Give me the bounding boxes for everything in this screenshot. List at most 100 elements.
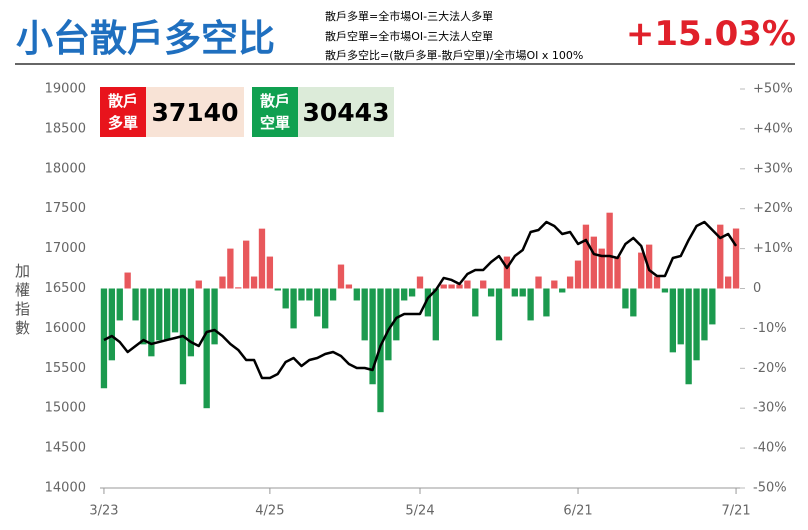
bar <box>148 288 155 357</box>
bar <box>543 288 550 317</box>
bar <box>535 276 542 289</box>
y2-tick-label: -30% <box>753 401 787 416</box>
bar <box>732 228 740 289</box>
bar <box>124 272 131 289</box>
bar <box>622 288 629 309</box>
long-value: 37140 <box>146 87 244 137</box>
bar <box>669 288 676 353</box>
y2-tick-label: -40% <box>753 441 787 456</box>
definition: 散戶多空比=(散戶多單-散戶空單)/全市場OI x 100% <box>325 49 584 62</box>
x-tick-label: 3/23 <box>89 504 118 519</box>
short-value: 30443 <box>298 87 394 137</box>
bar <box>393 288 400 341</box>
bar <box>519 288 526 297</box>
current-ratio: +15.03% <box>625 14 796 54</box>
bar <box>701 288 708 341</box>
bar <box>164 288 171 341</box>
bar <box>156 288 163 341</box>
bar <box>653 276 661 289</box>
bar <box>685 288 692 385</box>
bar <box>314 288 321 317</box>
bar <box>329 288 337 301</box>
bar <box>472 288 479 317</box>
definition: 散戶多單=全市場OI-三大法人多單 <box>325 10 494 23</box>
bar <box>227 248 234 289</box>
y2-tick-label: +30% <box>753 161 793 176</box>
bar <box>211 288 218 345</box>
bar <box>693 288 700 361</box>
y-tick-label: 18000 <box>45 161 86 176</box>
bar <box>369 288 376 385</box>
y-tick-label: 18500 <box>45 121 86 136</box>
x-tick-label: 6/21 <box>563 504 592 519</box>
bar <box>551 280 558 289</box>
bar <box>480 280 487 289</box>
y-tick-label: 14000 <box>45 481 86 496</box>
bar <box>511 288 518 297</box>
y2-tick-label: -50% <box>753 481 787 496</box>
y-tick-label: 15500 <box>45 361 86 376</box>
y-tick-label: 14500 <box>45 441 86 456</box>
bar <box>401 288 408 301</box>
definitions: 散戶多單=全市場OI-三大法人多單 散戶空單=全市場OI-三大法人空單 散戶多空… <box>325 7 583 66</box>
bar <box>353 288 360 301</box>
title: 小台散戶多空比 <box>16 17 275 60</box>
y2-tick-label: +40% <box>753 121 793 136</box>
y-tick-label: 17000 <box>45 241 86 256</box>
y2-tick-label: +10% <box>753 241 793 256</box>
bar <box>724 276 732 289</box>
bar <box>677 288 684 345</box>
bar <box>187 288 195 357</box>
bar <box>574 260 582 289</box>
bar <box>385 288 392 361</box>
bar <box>116 288 123 321</box>
bar <box>487 288 495 297</box>
bar <box>408 288 416 297</box>
bar <box>661 288 669 293</box>
bar <box>306 288 313 301</box>
bar <box>258 228 266 289</box>
long-label: 散戶多單 <box>100 87 146 137</box>
bar <box>559 288 566 293</box>
bar <box>606 212 613 289</box>
y2-tick-label: +50% <box>753 82 793 97</box>
bar <box>416 276 424 289</box>
bar <box>590 236 597 289</box>
x-tick-label: 5/24 <box>405 504 434 519</box>
bar <box>219 276 226 289</box>
bar <box>250 276 258 289</box>
bar <box>614 256 621 289</box>
y-tick-label: 16000 <box>45 321 86 336</box>
y2-tick-label: -10% <box>753 321 787 336</box>
bar <box>195 280 202 289</box>
bar <box>717 224 724 289</box>
bar <box>440 284 447 289</box>
y-axis-label: 加權指數 <box>15 262 31 337</box>
definition: 散戶空單=全市場OI-三大法人空單 <box>325 29 494 43</box>
bar <box>298 288 305 301</box>
bar <box>290 288 297 329</box>
y-tick-label: 17500 <box>45 201 86 216</box>
bar <box>361 288 368 341</box>
bar <box>566 276 574 289</box>
bar <box>266 256 274 289</box>
bar <box>582 224 590 289</box>
y2-tick-label: -20% <box>753 361 787 376</box>
y-tick-label: 16500 <box>45 281 86 296</box>
y-tick-label: 19000 <box>45 82 86 97</box>
bar <box>424 288 432 317</box>
x-tick-label: 4/25 <box>255 504 284 519</box>
bar <box>100 288 108 389</box>
bar <box>495 288 503 341</box>
bar <box>337 264 345 289</box>
bar <box>598 248 605 289</box>
bar <box>527 288 534 321</box>
index-line <box>103 220 738 380</box>
x-tick-label: 7/21 <box>721 504 750 519</box>
bar <box>345 284 353 289</box>
bar <box>448 284 455 289</box>
y-tick-label: 15000 <box>45 401 86 416</box>
label: 散戶多單 <box>107 92 138 132</box>
bar <box>709 288 716 325</box>
